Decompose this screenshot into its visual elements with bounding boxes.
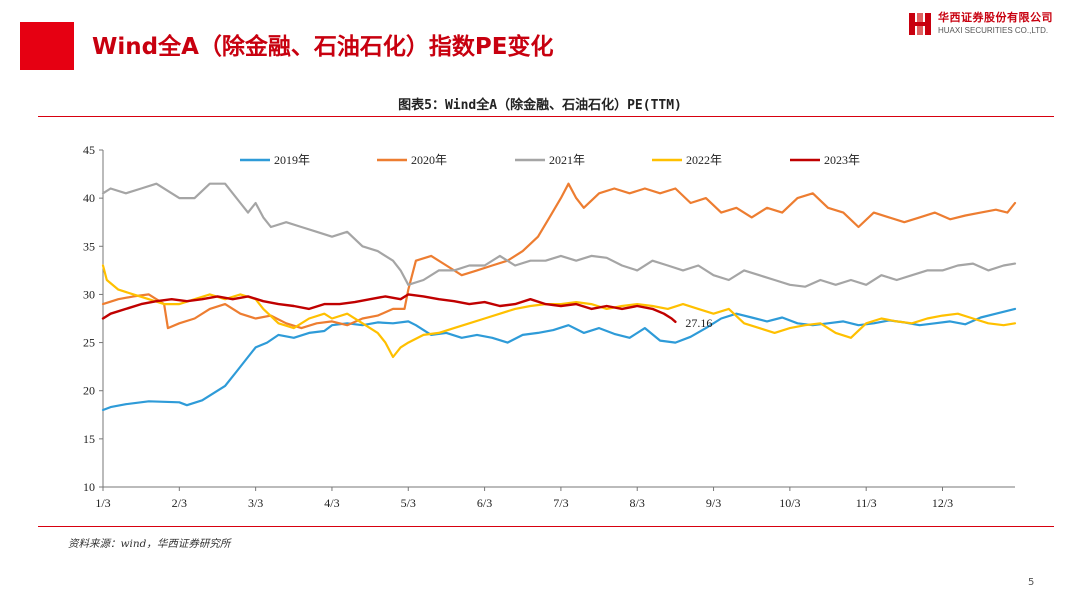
y-tick-label: 40 [83, 191, 95, 205]
page-title: Wind全A（除金融、石油石化）指数PE变化 [92, 34, 554, 60]
y-tick-label: 45 [83, 143, 95, 157]
logo-chinese-name: 华西证券股份有限公司 [938, 11, 1053, 24]
y-tick-label: 35 [83, 239, 95, 253]
figure-title: 图表5：Wind全A（除金融、石油石化）PE(TTM) [398, 98, 682, 113]
series-line-2020年 [101, 182, 1017, 330]
x-tick-label: 9/3 [706, 496, 721, 510]
y-tick-label: 15 [83, 432, 95, 446]
logo-english-name: HUAXI SECURITIES CO.,LTD. [938, 26, 1049, 35]
figure-top-rule [38, 116, 1054, 117]
legend-label: 2023年 [824, 153, 860, 167]
series-line-2023年 [101, 293, 677, 323]
x-tick-label: 5/3 [401, 496, 416, 510]
title-accent-block [20, 22, 74, 70]
y-tick-label: 30 [83, 287, 95, 301]
chart-series [101, 182, 1017, 412]
y-tick-label: 10 [83, 480, 95, 494]
x-tick-label: 4/3 [324, 496, 339, 510]
page-number: 5 [1028, 577, 1035, 588]
series-line-2021年 [101, 182, 1017, 288]
x-tick-label: 1/3 [95, 496, 110, 510]
chart-legend: 2019年 2020年 2021年 2022年 2023年 [240, 153, 860, 167]
source-note: 资料来源：wind，华西证券研究所 [68, 538, 231, 550]
y-tick-label: 25 [83, 336, 95, 350]
chart-axes: 10 15 20 25 30 35 40 45 1/3 2/3 3/3 4/3 5/3 6/3 7/3 8/3… [83, 143, 1015, 510]
figure-bottom-rule [38, 526, 1054, 527]
legend-label: 2020年 [411, 153, 447, 167]
x-tick-label: 10/3 [779, 496, 800, 510]
huaxi-logo-icon [909, 13, 931, 35]
series-line-2019年 [101, 307, 1017, 412]
x-tick-label: 6/3 [477, 496, 492, 510]
x-tick-label: 12/3 [932, 496, 953, 510]
x-tick-label: 8/3 [630, 496, 645, 510]
x-tick-label: 3/3 [248, 496, 263, 510]
legend-label: 2019年 [274, 153, 310, 167]
x-tick-label: 11/3 [856, 496, 877, 510]
company-logo: 华西证券股份有限公司 HUAXI SECURITIES CO.,LTD. [908, 9, 1073, 39]
y-tick-label: 20 [83, 384, 95, 398]
legend-label: 2022年 [686, 153, 722, 167]
chart-annotation: 27.16 [685, 316, 712, 330]
legend-label: 2021年 [549, 153, 585, 167]
last-value-label: 27.16 [685, 316, 712, 330]
series-line-2022年 [101, 264, 1017, 359]
x-tick-label: 7/3 [553, 496, 568, 510]
x-tick-label: 2/3 [172, 496, 187, 510]
